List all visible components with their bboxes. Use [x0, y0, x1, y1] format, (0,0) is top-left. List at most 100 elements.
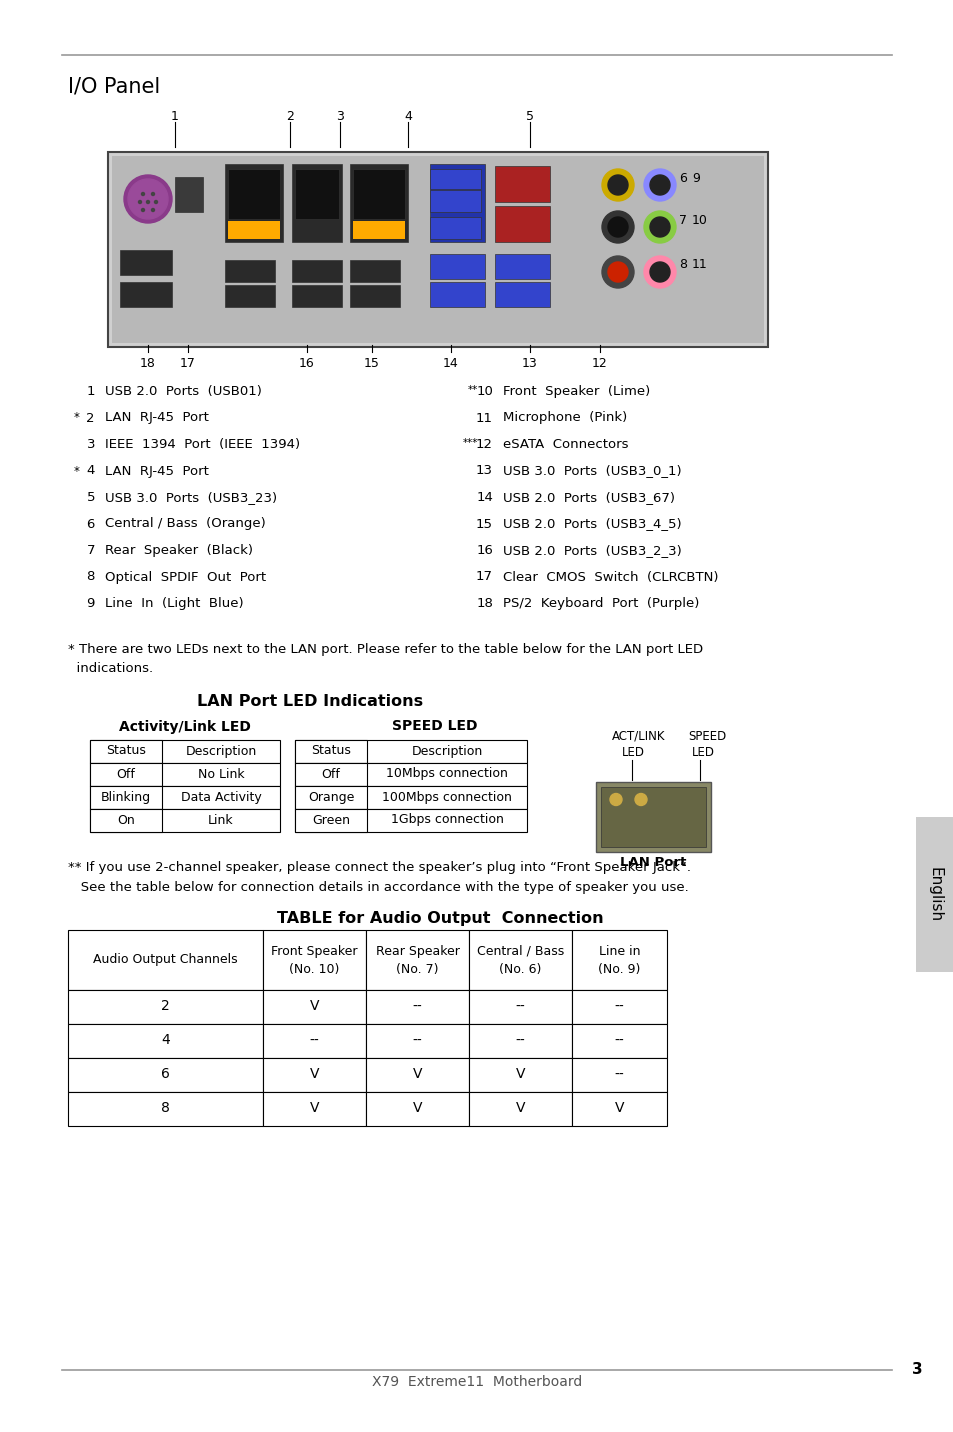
Bar [469, 1057, 572, 1091]
Text: IEEE  1394  Port  (IEEE  1394): IEEE 1394 Port (IEEE 1394) [105, 438, 300, 451]
Text: 4: 4 [87, 464, 95, 477]
Bar [572, 1057, 666, 1091]
Circle shape [128, 179, 168, 219]
Bar [174, 178, 203, 212]
Bar [294, 809, 367, 832]
Bar [90, 762, 280, 786]
Circle shape [649, 218, 669, 238]
Bar [90, 786, 162, 809]
Text: Green: Green [312, 813, 350, 826]
Text: Off: Off [321, 768, 340, 780]
Text: Status: Status [106, 745, 146, 758]
Circle shape [643, 211, 676, 243]
Bar [430, 190, 480, 212]
Text: Audio Output Channels: Audio Output Channels [93, 954, 237, 967]
Bar [292, 285, 341, 306]
Bar [600, 786, 705, 846]
Text: Description: Description [185, 745, 256, 758]
Text: ***: *** [462, 438, 477, 448]
Text: Central / Bass: Central / Bass [476, 945, 563, 958]
Text: 15: 15 [476, 517, 493, 530]
Text: See the table below for connection details in accordance with the type of speake: See the table below for connection detai… [68, 882, 688, 895]
Bar [353, 221, 405, 239]
Text: Description: Description [411, 745, 482, 758]
Text: PS/2  Keyboard  Port  (Purple): PS/2 Keyboard Port (Purple) [502, 597, 699, 610]
Bar [495, 166, 550, 202]
Bar [225, 261, 274, 282]
Bar [366, 990, 469, 1024]
Circle shape [607, 218, 627, 238]
Text: 13: 13 [521, 357, 537, 369]
Text: 5: 5 [87, 491, 95, 504]
Text: --: -- [413, 1034, 422, 1047]
Bar [366, 1091, 469, 1126]
Text: *: * [74, 411, 80, 424]
Text: (No. 6): (No. 6) [498, 962, 541, 977]
Text: 10Mbps connection: 10Mbps connection [386, 768, 507, 780]
Text: Front Speaker: Front Speaker [271, 945, 357, 958]
Bar [263, 929, 366, 990]
Text: Rear  Speaker  (Black): Rear Speaker (Black) [105, 544, 253, 557]
Bar [120, 251, 172, 275]
Text: USB 3.0  Ports  (USB3_23): USB 3.0 Ports (USB3_23) [105, 491, 276, 504]
Text: --: -- [515, 1000, 525, 1014]
Text: Microphone  (Pink): Microphone (Pink) [502, 411, 626, 424]
Text: English: English [926, 866, 942, 922]
Text: (No. 10): (No. 10) [289, 962, 339, 977]
Text: USB 3.0  Ports  (USB3_0_1): USB 3.0 Ports (USB3_0_1) [502, 464, 680, 477]
Text: Line in: Line in [598, 945, 639, 958]
Text: 6: 6 [679, 172, 686, 186]
Bar [430, 169, 480, 189]
Bar [430, 165, 484, 242]
Text: 3: 3 [335, 110, 344, 123]
Text: 4: 4 [161, 1034, 170, 1047]
Text: 17: 17 [476, 570, 493, 583]
Text: 16: 16 [299, 357, 314, 369]
Text: 6: 6 [161, 1067, 170, 1081]
Bar [225, 165, 283, 242]
Text: On: On [117, 813, 134, 826]
Circle shape [635, 793, 646, 805]
Text: 6: 6 [87, 517, 95, 530]
Text: 18: 18 [140, 357, 155, 369]
Text: No Link: No Link [197, 768, 244, 780]
Bar [915, 818, 953, 972]
Text: LED: LED [621, 746, 644, 759]
Bar [469, 929, 572, 990]
Circle shape [643, 169, 676, 200]
Text: Central / Bass  (Orange): Central / Bass (Orange) [105, 517, 266, 530]
Circle shape [649, 262, 669, 282]
Bar [225, 285, 274, 306]
Text: X79  Extreme11  Motherboard: X79 Extreme11 Motherboard [372, 1375, 581, 1389]
Text: 11: 11 [476, 411, 493, 424]
Bar [292, 261, 341, 282]
Text: Rear Speaker: Rear Speaker [375, 945, 459, 958]
Bar [353, 169, 405, 219]
Text: 13: 13 [476, 464, 493, 477]
Bar [90, 809, 162, 832]
Text: 17: 17 [180, 357, 195, 369]
Bar [228, 221, 280, 239]
Bar [572, 990, 666, 1024]
Bar [572, 929, 666, 990]
Bar [572, 1091, 666, 1126]
Text: indications.: indications. [68, 662, 153, 674]
Bar [366, 1024, 469, 1057]
Circle shape [649, 175, 669, 195]
Circle shape [138, 200, 141, 203]
Text: 3: 3 [87, 438, 95, 451]
Bar [108, 152, 767, 347]
Bar [294, 762, 526, 786]
Bar [469, 1091, 572, 1126]
Text: Activity/Link LED: Activity/Link LED [119, 719, 251, 733]
Text: LED: LED [691, 746, 714, 759]
Bar [263, 1057, 366, 1091]
Text: *: * [74, 464, 80, 477]
Text: 10: 10 [476, 385, 493, 398]
Text: --: -- [515, 1034, 525, 1047]
Text: V: V [413, 1067, 422, 1081]
Text: 10: 10 [691, 215, 707, 228]
Text: USB 2.0  Ports  (USB3_67): USB 2.0 Ports (USB3_67) [502, 491, 675, 504]
Text: 1: 1 [87, 385, 95, 398]
Text: LAN  RJ-45  Port: LAN RJ-45 Port [105, 464, 209, 477]
